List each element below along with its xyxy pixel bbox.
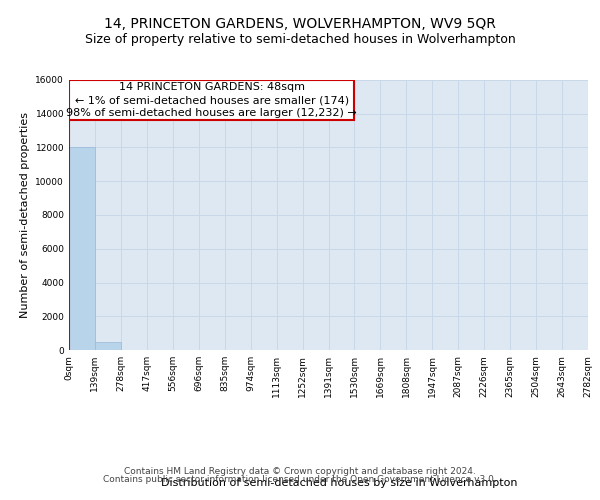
Bar <box>69 148 95 350</box>
Text: 14, PRINCETON GARDENS, WOLVERHAMPTON, WV9 5QR: 14, PRINCETON GARDENS, WOLVERHAMPTON, WV… <box>104 18 496 32</box>
Text: Contains public sector information licensed under the Open Government Licence v3: Contains public sector information licen… <box>103 475 497 484</box>
Y-axis label: Number of semi-detached properties: Number of semi-detached properties <box>20 112 30 318</box>
Bar <box>95 342 121 350</box>
Text: Distribution of semi-detached houses by size in Wolverhampton: Distribution of semi-detached houses by … <box>161 478 517 488</box>
Text: Size of property relative to semi-detached houses in Wolverhampton: Size of property relative to semi-detach… <box>85 32 515 46</box>
FancyBboxPatch shape <box>69 80 355 120</box>
Text: Contains HM Land Registry data © Crown copyright and database right 2024.: Contains HM Land Registry data © Crown c… <box>124 467 476 476</box>
Text: 14 PRINCETON GARDENS: 48sqm
← 1% of semi-detached houses are smaller (174)
98% o: 14 PRINCETON GARDENS: 48sqm ← 1% of semi… <box>67 82 357 118</box>
